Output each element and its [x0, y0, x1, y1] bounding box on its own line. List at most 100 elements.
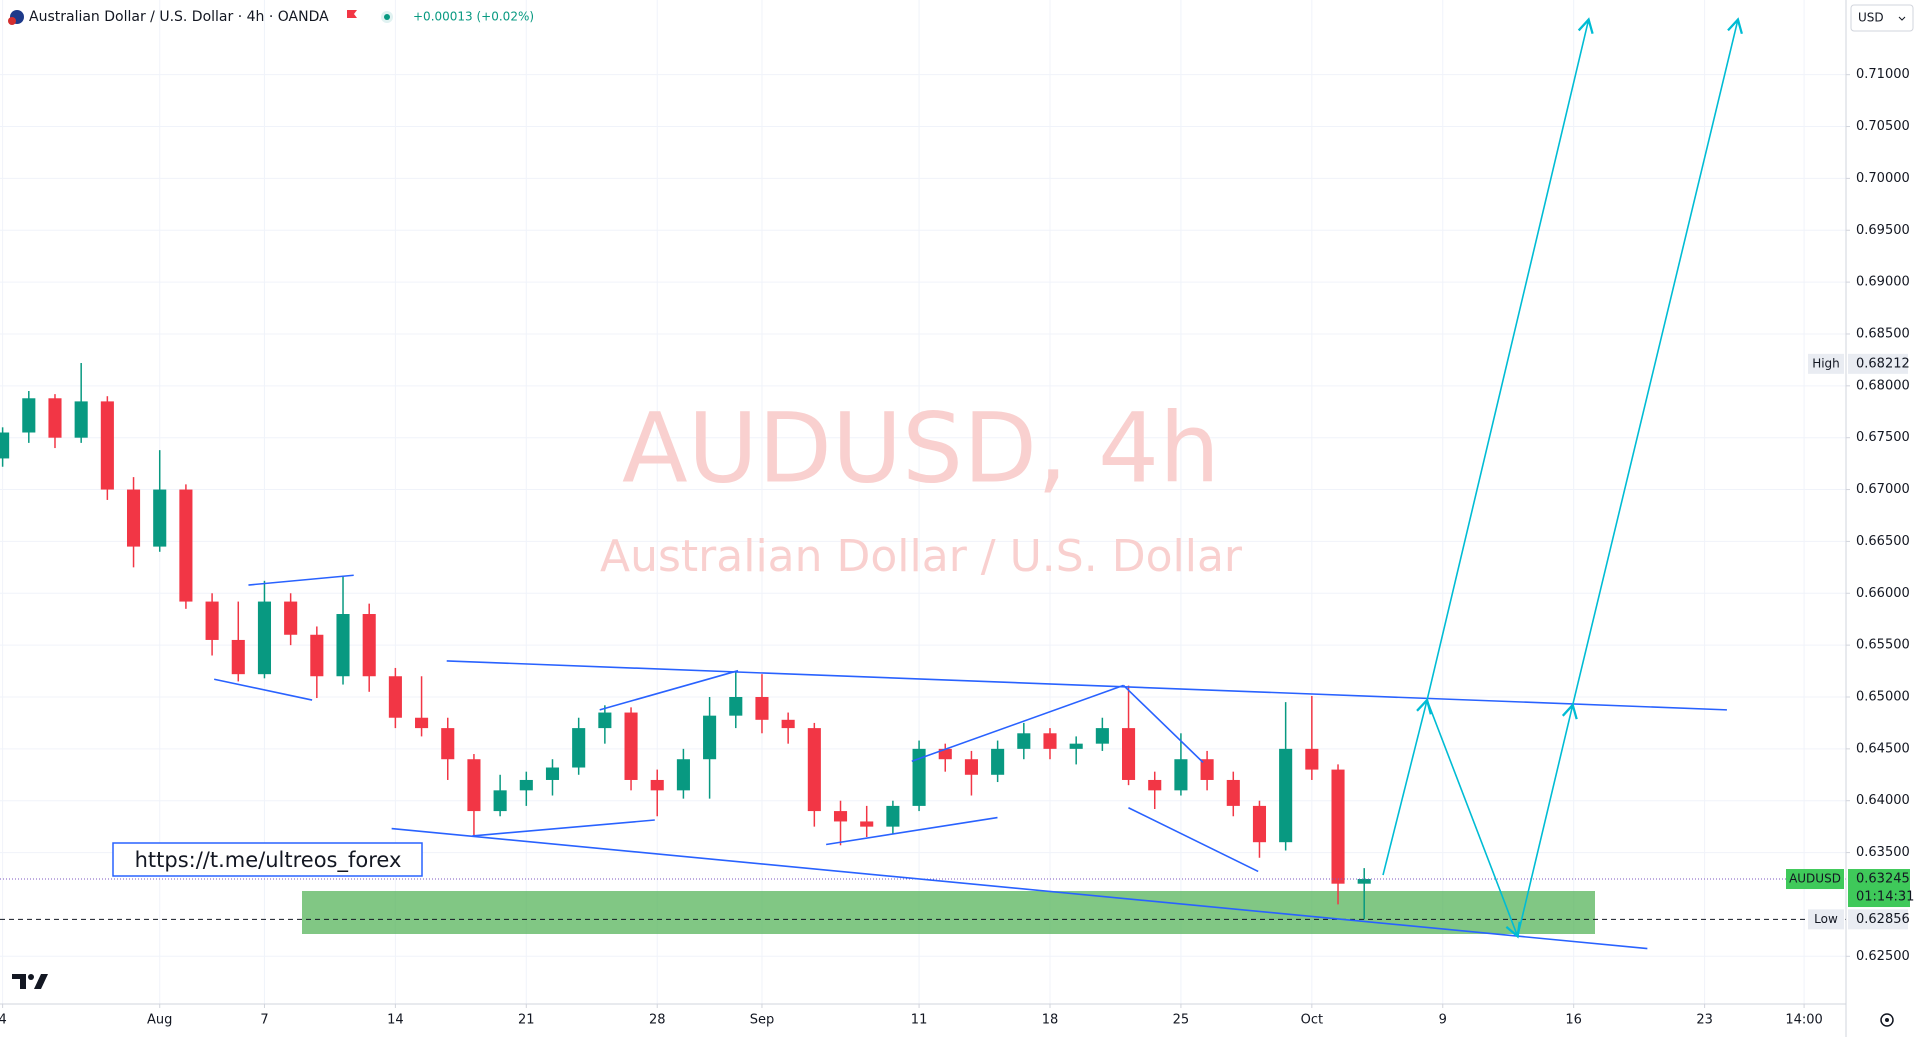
projection-arrow [1382, 697, 1432, 876]
candle-body [126, 489, 141, 547]
y-tick-label: 0.70000 [1856, 171, 1910, 186]
settings-icon[interactable] [1880, 1013, 1894, 1027]
candle-body [310, 634, 324, 677]
candle-body [1331, 769, 1345, 884]
trend-line [1122, 684, 1204, 764]
y-tick-label: 0.63500 [1856, 845, 1910, 860]
x-tick-label: 14 [387, 1013, 404, 1028]
candle-body [729, 696, 743, 716]
x-tick-label: 4 [0, 1013, 7, 1028]
candle-body [781, 719, 795, 729]
trend-line [911, 684, 1124, 763]
y-tick-label: 0.64500 [1856, 741, 1910, 756]
flag-icon[interactable] [347, 10, 357, 18]
candle-body [467, 759, 481, 812]
y-tick-label: 0.67500 [1856, 430, 1910, 445]
high_marker-tag [1808, 353, 1844, 374]
low_marker-value: 0.62856 [1856, 912, 1910, 927]
y-tick-label: 0.65000 [1856, 689, 1910, 704]
candle-body [991, 748, 1005, 775]
settings-button[interactable] [1880, 1013, 1894, 1027]
candle-body [1200, 759, 1214, 780]
candle-body [231, 639, 245, 675]
candle-body [1043, 733, 1057, 749]
candle-body [1148, 779, 1162, 791]
candle-body [1252, 805, 1267, 843]
dropdown-icon [1898, 16, 1906, 21]
candle-body [598, 712, 612, 729]
trend-line [1128, 807, 1259, 873]
last-price-symbol-tag [1786, 869, 1844, 890]
link-box[interactable]: https://t.me/ultreos_forex [112, 842, 423, 877]
y-tick-label: 0.65500 [1856, 638, 1910, 653]
x-tick-label: Oct [1301, 1013, 1323, 1028]
candle-body [545, 767, 560, 780]
watermark-description: Australian Dollar / U.S. Dollar [600, 531, 1243, 582]
candle-body [1095, 728, 1109, 744]
trend-line [472, 819, 655, 837]
candle-body [1069, 743, 1083, 749]
x-tick-label: 23 [1696, 1013, 1713, 1028]
projection-arrow [1571, 17, 1743, 706]
candle-body [179, 489, 193, 602]
currency-frame[interactable] [1850, 4, 1914, 32]
y-tick-label: 0.71000 [1856, 67, 1910, 82]
y-tick-label: 0.69500 [1856, 223, 1910, 238]
candle-body [205, 601, 219, 640]
x-tick-label: Sep [750, 1013, 775, 1028]
candle-body [807, 728, 821, 812]
settings-icon-center [1885, 1018, 1889, 1022]
low_marker-label: Low [1814, 912, 1838, 926]
x-tick-label: 14:00 [1785, 1013, 1822, 1028]
projection-arrow [1426, 17, 1594, 701]
candle-body [703, 715, 717, 760]
x-tick-label: 16 [1565, 1013, 1582, 1028]
high_marker-value-tag [1848, 353, 1908, 374]
high_marker-value: 0.68212 [1856, 356, 1910, 371]
countdown: 01:14:31 [1856, 890, 1914, 905]
candle-body [388, 676, 402, 718]
symbol-title: Australian Dollar / U.S. Dollar · 4h · O… [29, 9, 329, 25]
candle-body [257, 601, 272, 675]
y-tick-label: 0.69000 [1856, 275, 1910, 290]
trend-line [391, 827, 1648, 950]
symbol-icon [8, 17, 16, 25]
candle-body [1226, 779, 1240, 806]
currency-button[interactable]: USD [1850, 4, 1914, 32]
candle-body [676, 759, 690, 791]
x-tick-label: 7 [260, 1013, 268, 1028]
watermark-symbol: AUDUSD, 4h [622, 392, 1220, 504]
y-tick-label: 0.66500 [1856, 534, 1910, 549]
last-price-value: 0.63245 [1856, 872, 1910, 887]
candle-body [1174, 759, 1188, 791]
candle-body [1305, 748, 1319, 770]
link-text[interactable]: https://t.me/ultreos_forex [135, 848, 402, 873]
candle-body [912, 748, 926, 806]
candle-body [860, 821, 874, 827]
legend: Australian Dollar / U.S. Dollar · 4h · O… [8, 9, 534, 25]
candle-body [1357, 879, 1371, 884]
drawings [214, 17, 1743, 950]
y-tick-label: 0.64000 [1856, 793, 1910, 808]
candle-body [519, 779, 533, 791]
last-price-tag [1848, 869, 1910, 908]
candle-body [0, 432, 10, 459]
y-tick-label: 0.68500 [1856, 326, 1910, 341]
trend-line [826, 816, 998, 846]
candle-body [833, 811, 848, 822]
candle-body [441, 728, 455, 760]
high_marker-label: High [1812, 356, 1840, 370]
low_marker-value-tag [1848, 909, 1908, 930]
candle-body [650, 779, 664, 791]
trend-line [214, 678, 313, 701]
candle-body [1279, 748, 1293, 843]
candle-body [1122, 728, 1136, 780]
trend-line [248, 574, 354, 586]
candle-body [886, 805, 900, 827]
y-tick-label: 0.68000 [1856, 378, 1910, 393]
trend-line [446, 660, 1727, 711]
support-zone [302, 891, 1595, 934]
candle-body [153, 489, 167, 547]
